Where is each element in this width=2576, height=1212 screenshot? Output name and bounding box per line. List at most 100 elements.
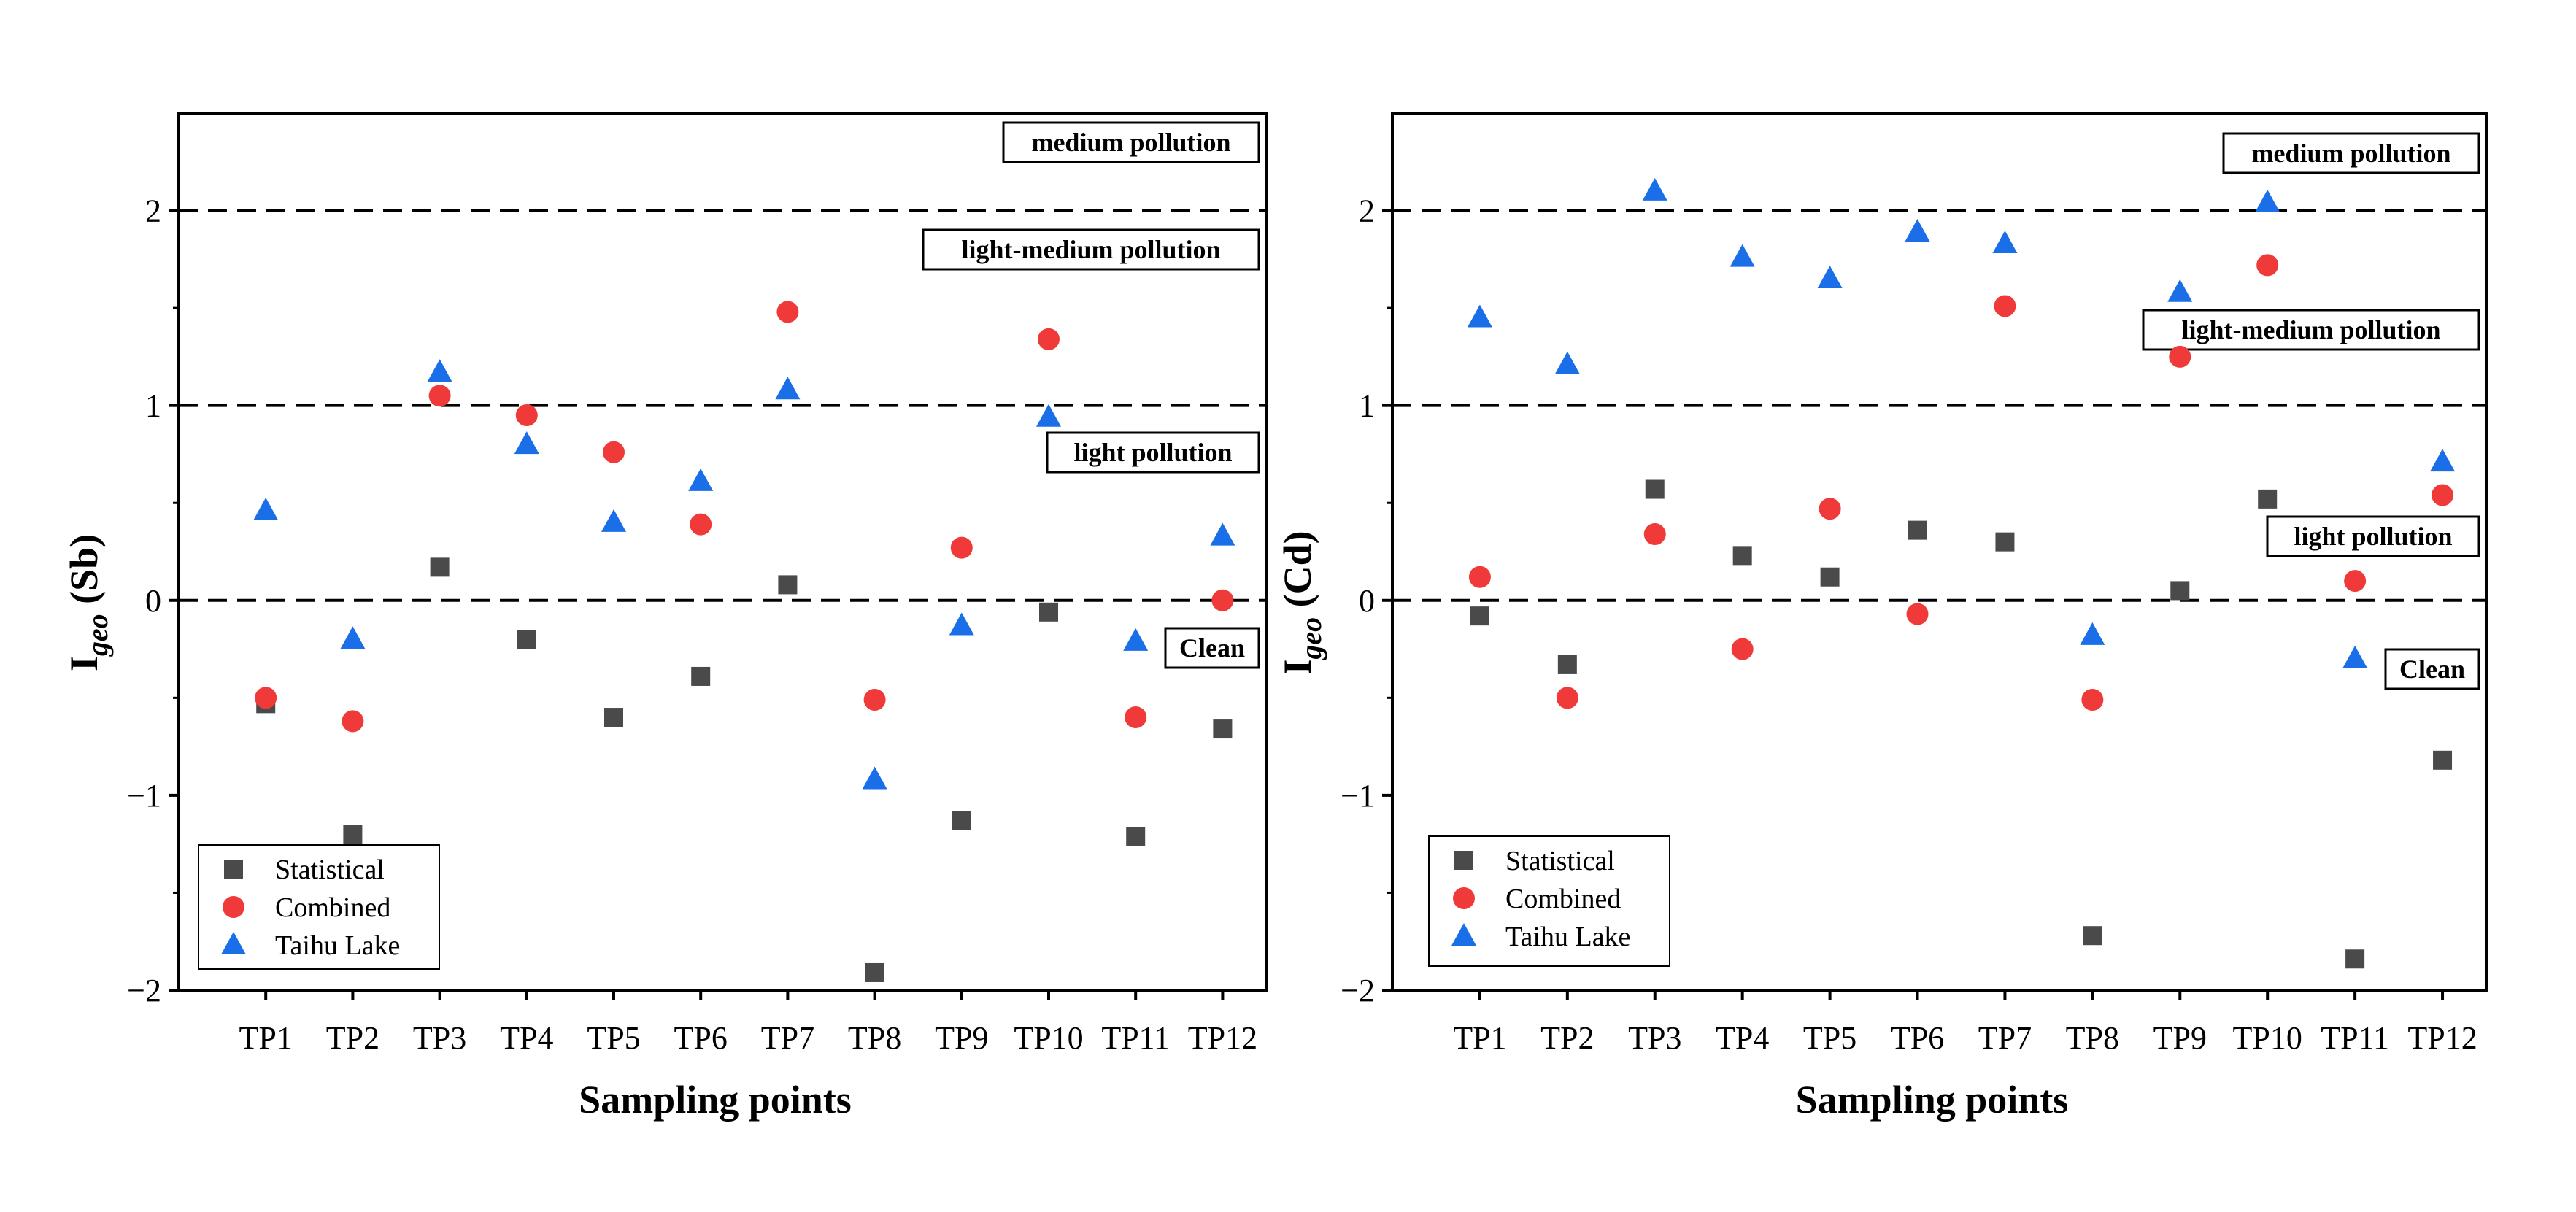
x-tick-label: TP8: [2066, 1020, 2119, 1056]
data-point-statistical: [2345, 949, 2365, 969]
data-point-statistical: [2170, 581, 2190, 601]
x-tick-label: TP3: [1628, 1020, 1681, 1056]
x-tick-label: TP5: [587, 1020, 640, 1056]
legend-marker-taihu: [221, 932, 246, 954]
x-tick-label: TP2: [1540, 1020, 1594, 1056]
data-point-statistical: [604, 708, 623, 727]
data-point-statistical: [2433, 750, 2453, 770]
y-tick-label: −1: [1341, 778, 1375, 814]
zone-label: light pollution: [2294, 522, 2452, 551]
legend-marker-statistical: [1454, 851, 1473, 870]
y-axis-title: Igeo (Cd): [1276, 530, 1327, 674]
x-tick-label: TP9: [2153, 1020, 2207, 1056]
data-point-taihu: [688, 468, 714, 491]
legend-label: Taihu Lake: [1505, 922, 1630, 952]
data-point-taihu: [1036, 404, 1061, 427]
y-tick-label: −2: [1341, 973, 1375, 1008]
data-point-combined: [776, 301, 799, 323]
data-point-statistical: [1908, 520, 1927, 540]
x-tick-label: TP4: [1716, 1020, 1769, 1056]
data-point-combined: [690, 513, 712, 536]
x-axis-title: Sampling points: [1796, 1078, 2069, 1122]
data-point-taihu: [253, 497, 279, 520]
x-tick-label: TP12: [2407, 1020, 2477, 1056]
zone-label-box: [922, 228, 1260, 271]
data-point-combined: [1468, 566, 1491, 588]
y-tick-label: 1: [145, 388, 161, 424]
x-tick-label: TP7: [1978, 1020, 2032, 1056]
zone-label: light-medium pollution: [2181, 315, 2440, 344]
data-point-statistical: [517, 630, 536, 649]
x-tick-label: TP6: [1891, 1020, 1944, 1056]
data-point-taihu: [340, 626, 366, 649]
data-point-taihu: [2080, 622, 2105, 645]
y-tick-label: −1: [127, 778, 161, 814]
zone-label-box: [2384, 648, 2480, 690]
y-tick-label: 2: [1359, 193, 1375, 229]
zone-label: medium pollution: [2251, 139, 2450, 168]
y-tick-label: 2: [145, 193, 161, 229]
data-point-combined: [1556, 687, 1578, 709]
data-point-taihu: [1729, 244, 1755, 267]
x-tick-label: TP2: [326, 1020, 379, 1056]
data-point-taihu: [2255, 189, 2280, 212]
data-point-taihu: [1467, 304, 1492, 328]
data-point-combined: [863, 689, 886, 711]
x-tick-label: TP1: [239, 1020, 293, 1056]
data-point-statistical: [1557, 655, 1577, 674]
data-point-combined: [1211, 589, 1234, 611]
x-tick-label: TP4: [500, 1020, 553, 1056]
data-point-taihu: [514, 431, 539, 455]
y-tick-label: 1: [1359, 388, 1375, 424]
legend-marker-taihu: [1451, 923, 1476, 946]
zone-label: Clean: [1179, 633, 1245, 663]
data-point-combined: [342, 710, 364, 733]
data-point-taihu: [1210, 522, 1235, 546]
data-point-combined: [255, 687, 277, 709]
data-point-combined: [428, 385, 451, 407]
x-tick-label: TP5: [1803, 1020, 1856, 1056]
data-point-combined: [2256, 254, 2279, 277]
x-tick-label: TP1: [1453, 1020, 1506, 1056]
x-tick-label: TP8: [848, 1020, 901, 1056]
data-point-statistical: [691, 666, 711, 686]
data-point-statistical: [430, 557, 450, 577]
x-tick-label: TP10: [1014, 1020, 1083, 1056]
series-statistical: [1470, 479, 2453, 969]
zone-label: light-medium pollution: [961, 235, 1220, 264]
series-taihu: [1467, 177, 2456, 668]
data-point-taihu: [2342, 645, 2368, 668]
legend-label: Taihu Lake: [275, 930, 400, 961]
data-point-statistical: [1470, 606, 1489, 626]
series-combined: [255, 301, 1234, 733]
zone-label-box: [2142, 309, 2480, 351]
data-point-taihu: [949, 612, 974, 636]
data-point-taihu: [862, 766, 887, 790]
data-point-combined: [1125, 706, 1147, 729]
x-tick-label: TP12: [1188, 1020, 1257, 1056]
series-taihu: [253, 359, 1235, 790]
chart-panel-cd: −2 −1 0 1 2 TP1 TP2 TP3 TP4 TP5 TP6 TP7 TP8 TP9 TP10 TP…: [1276, 112, 2488, 1122]
x-tick-label: TP11: [2321, 1020, 2389, 1056]
data-point-statistical: [1213, 719, 1233, 739]
data-point-taihu: [427, 359, 452, 382]
data-point-statistical: [1126, 826, 1146, 846]
data-point-combined: [603, 441, 625, 463]
data-point-statistical: [952, 811, 971, 830]
data-point-combined: [950, 536, 973, 559]
legend-label: Combined: [1505, 884, 1621, 914]
data-point-combined: [2169, 345, 2191, 368]
data-point-combined: [1038, 328, 1060, 350]
zone-label-box: [1046, 431, 1260, 474]
data-point-combined: [1994, 295, 2016, 317]
axes-frame: [1391, 112, 2488, 992]
x-tick-label: TP6: [674, 1020, 728, 1056]
legend-marker-statistical: [224, 860, 243, 879]
data-point-statistical: [2258, 489, 2278, 509]
x-tick-label: TP10: [2233, 1020, 2302, 1056]
data-point-taihu: [2167, 279, 2193, 302]
data-point-statistical: [1645, 479, 1665, 499]
y-axis-title: Igeo (Sb): [62, 534, 114, 671]
legend-label: Statistical: [1505, 846, 1615, 876]
data-point-combined: [1906, 603, 1929, 625]
